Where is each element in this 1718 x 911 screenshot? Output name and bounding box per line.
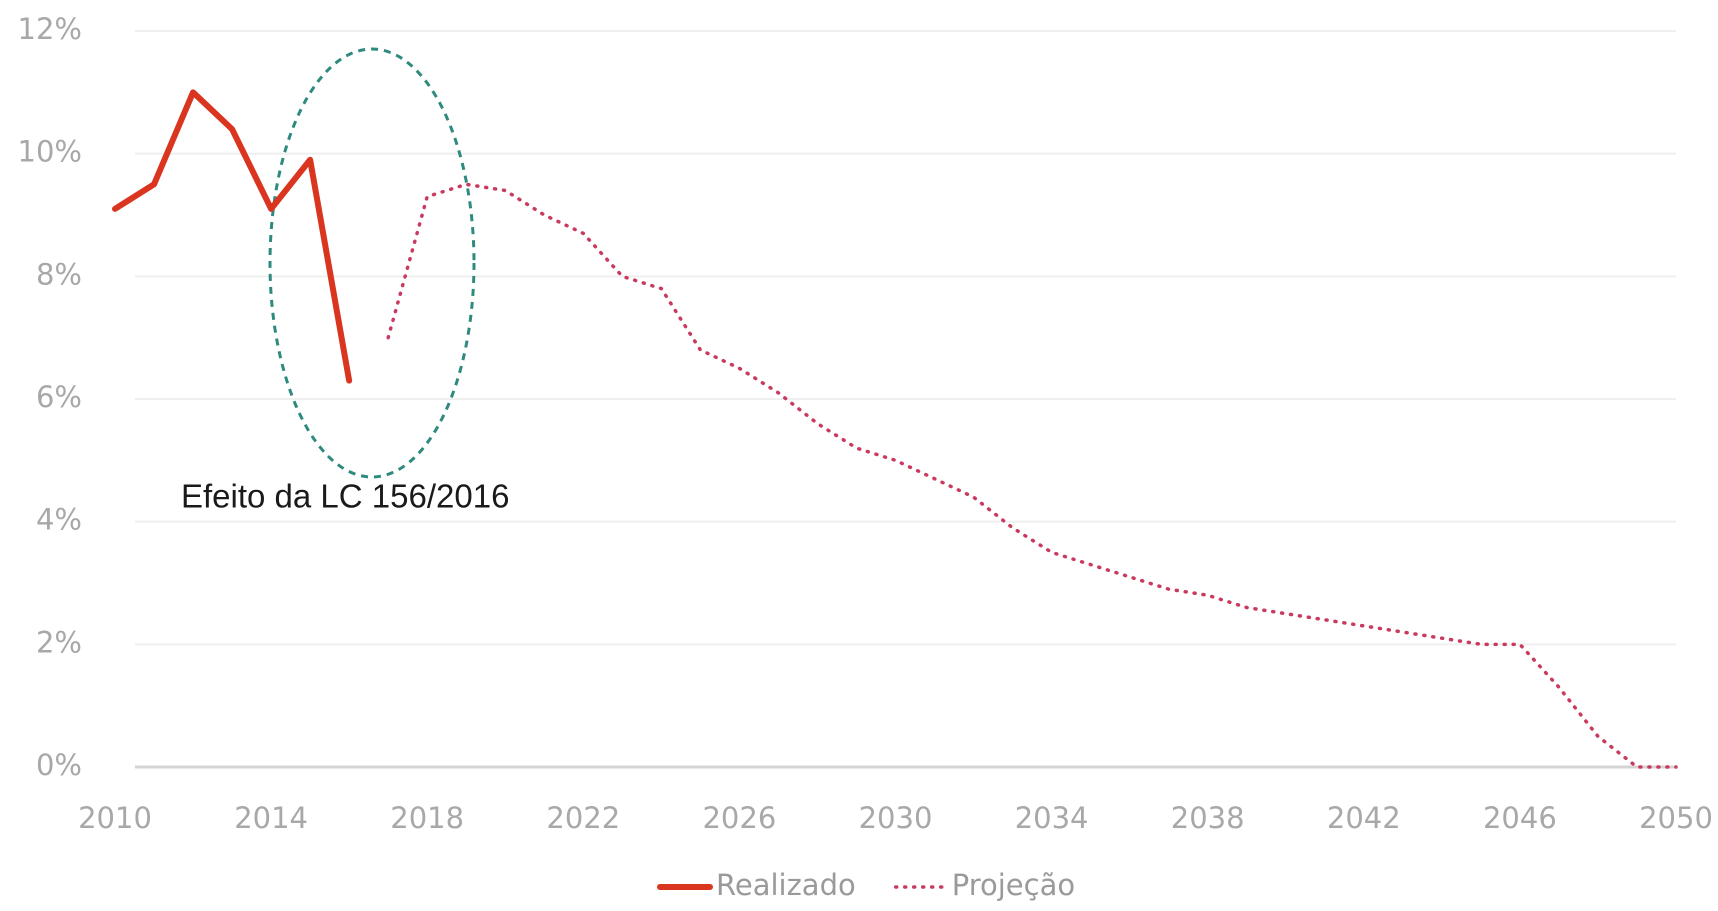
x-tick-label: 2030 (859, 801, 933, 835)
x-tick-label: 2018 (390, 801, 464, 835)
x-tick-label: 2022 (546, 801, 620, 835)
series-line (386, 182, 1678, 769)
x-tick-label: 2042 (1327, 801, 1401, 835)
y-tick-label: 0% (36, 748, 82, 782)
legend-label: Projeção (952, 868, 1075, 902)
y-tick-label: 2% (36, 625, 82, 659)
y-tick-label: 4% (36, 503, 82, 537)
series-line (112, 89, 353, 384)
x-tick-label: 2046 (1483, 801, 1557, 835)
x-tick-label: 2034 (1015, 801, 1089, 835)
y-tick-label: 12% (18, 12, 82, 46)
x-tick-label: 2014 (234, 801, 308, 835)
y-tick-label: 6% (36, 380, 82, 414)
legend-label: Realizado (716, 868, 856, 902)
y-tick-label: 8% (36, 257, 82, 291)
x-tick-label: 2010 (78, 801, 152, 835)
x-tick-label: 2050 (1639, 801, 1713, 835)
x-tick-label: 2038 (1171, 801, 1245, 835)
x-tick-label: 2026 (702, 801, 776, 835)
y-tick-label: 10% (18, 135, 82, 169)
highlight-ellipse (268, 47, 476, 479)
annotation: Efeito da LC 156/2016 (181, 478, 509, 515)
